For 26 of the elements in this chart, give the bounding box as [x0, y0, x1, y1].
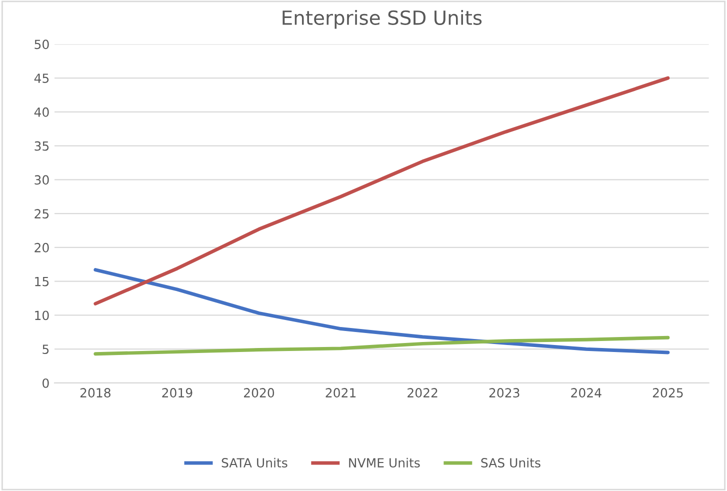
x-tick-label: 2021	[326, 388, 356, 398]
y-tick-label: 45	[34, 74, 49, 83]
y-tick-label: 15	[35, 276, 49, 286]
line-series	[94, 76, 670, 306]
line-series	[94, 336, 670, 356]
y-tick-label: 0	[42, 378, 49, 388]
y-tick-label: 25	[34, 209, 49, 219]
legend-label: SAS Units	[481, 458, 540, 468]
y-tick-label: 35	[34, 141, 49, 151]
y-tick-label: 50	[34, 40, 49, 50]
x-tick-label: 2022	[408, 388, 438, 398]
y-tick-label: 20	[34, 242, 49, 252]
x-tick-label: 2024	[571, 388, 602, 398]
x-tick-label: 2020	[244, 388, 274, 398]
y-tick-label: 40	[34, 107, 49, 117]
x-tick-label: 2018	[80, 388, 110, 398]
y-tick-label: 10	[35, 310, 49, 320]
legend-label: SATA Units	[222, 458, 288, 468]
legend-label: NVME Units	[349, 458, 420, 468]
x-tick-label: 2025	[652, 388, 683, 398]
line-series	[94, 268, 670, 354]
x-tick-label: 2023	[489, 388, 520, 398]
y-tick-label: 30	[34, 175, 49, 185]
chart-title: Enterprise SSD Units	[282, 10, 482, 29]
y-tick-label: 5	[42, 344, 49, 354]
x-tick-label: 2019	[162, 388, 192, 398]
